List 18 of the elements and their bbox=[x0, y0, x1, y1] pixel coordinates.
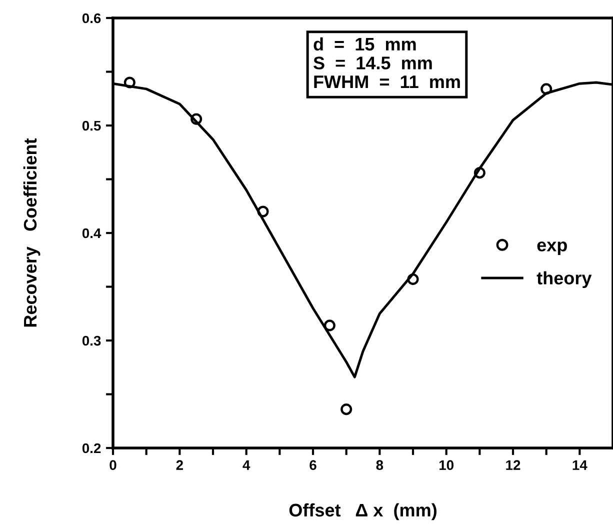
y-tick-label: 0.3 bbox=[82, 336, 101, 346]
x-tick-label: 2 bbox=[176, 460, 183, 470]
y-tick-label: 0.5 bbox=[82, 120, 101, 131]
x-tick-label: 6 bbox=[310, 460, 316, 470]
y-tick-label: 0.4 bbox=[82, 228, 102, 238]
y-tick-label: 0.6 bbox=[82, 13, 101, 24]
y-axis-title: Recovery Coefficient bbox=[23, 138, 40, 327]
legend-label: exp bbox=[537, 241, 567, 255]
y-tick-label: 0.2 bbox=[82, 443, 101, 454]
legend-label: theory bbox=[536, 271, 592, 288]
x-tick-label: 0 bbox=[110, 460, 116, 470]
x-tick-label: 8 bbox=[376, 460, 384, 470]
x-tick-label: 10 bbox=[439, 460, 454, 470]
x-tick-label: 12 bbox=[506, 460, 520, 470]
x-tick-label: 14 bbox=[572, 460, 588, 470]
annotation: d = 15 mm S = 14.5 mm FWHM = 11 mm bbox=[314, 37, 460, 88]
x-axis-title: Offset Δ x (mm) bbox=[289, 503, 436, 520]
x-tick-label: 4 bbox=[242, 460, 250, 470]
